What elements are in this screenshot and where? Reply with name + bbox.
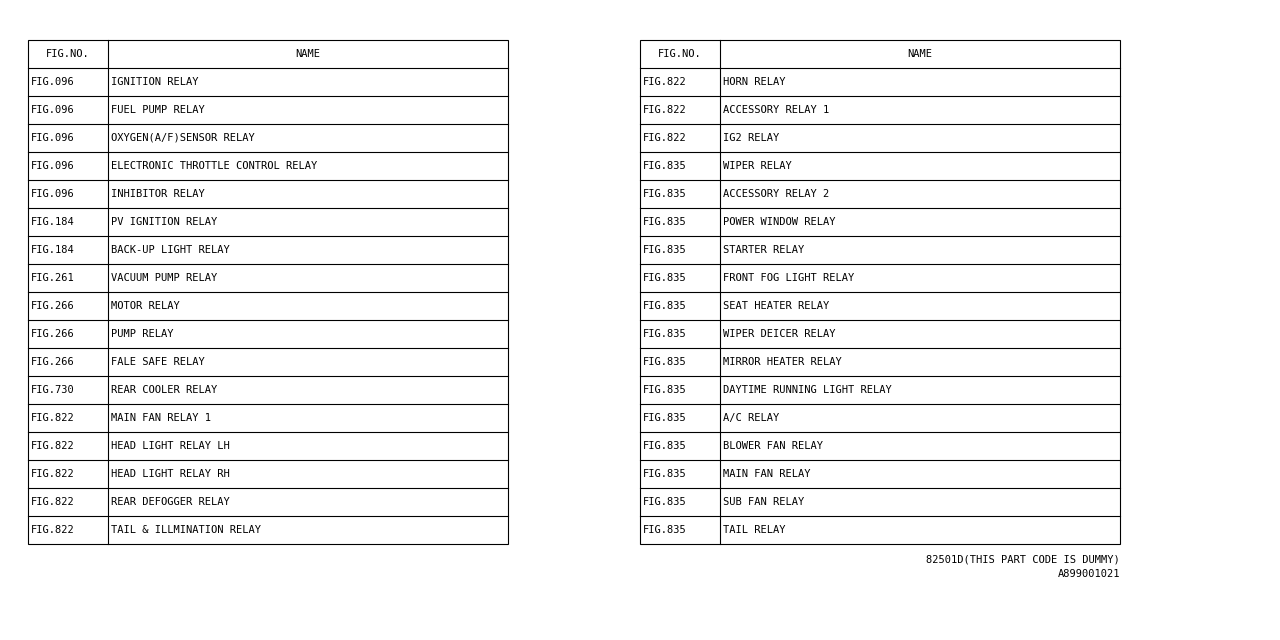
Text: FIG.266: FIG.266 xyxy=(31,357,74,367)
Text: MIRROR HEATER RELAY: MIRROR HEATER RELAY xyxy=(723,357,842,367)
Text: ACCESSORY RELAY 1: ACCESSORY RELAY 1 xyxy=(723,105,829,115)
Text: INHIBITOR RELAY: INHIBITOR RELAY xyxy=(111,189,205,199)
Text: REAR COOLER RELAY: REAR COOLER RELAY xyxy=(111,385,218,395)
Text: FIG.261: FIG.261 xyxy=(31,273,74,283)
Text: FIG.096: FIG.096 xyxy=(31,133,74,143)
Text: FRONT FOG LIGHT RELAY: FRONT FOG LIGHT RELAY xyxy=(723,273,854,283)
Text: FIG.835: FIG.835 xyxy=(643,357,687,367)
Text: PV IGNITION RELAY: PV IGNITION RELAY xyxy=(111,217,218,227)
Text: FIG.822: FIG.822 xyxy=(643,133,687,143)
Text: FIG.NO.: FIG.NO. xyxy=(658,49,701,59)
Text: ELECTRONIC THROTTLE CONTROL RELAY: ELECTRONIC THROTTLE CONTROL RELAY xyxy=(111,161,317,171)
Text: NAME: NAME xyxy=(296,49,320,59)
Text: FUEL PUMP RELAY: FUEL PUMP RELAY xyxy=(111,105,205,115)
Text: FIG.822: FIG.822 xyxy=(31,413,74,423)
Text: FIG.096: FIG.096 xyxy=(31,189,74,199)
Text: FIG.266: FIG.266 xyxy=(31,301,74,311)
Text: FIG.835: FIG.835 xyxy=(643,161,687,171)
Text: FIG.835: FIG.835 xyxy=(643,329,687,339)
Text: MAIN FAN RELAY 1: MAIN FAN RELAY 1 xyxy=(111,413,211,423)
Text: NAME: NAME xyxy=(908,49,933,59)
Text: FIG.184: FIG.184 xyxy=(31,245,74,255)
Text: VACUUM PUMP RELAY: VACUUM PUMP RELAY xyxy=(111,273,218,283)
Text: SEAT HEATER RELAY: SEAT HEATER RELAY xyxy=(723,301,829,311)
Text: MOTOR RELAY: MOTOR RELAY xyxy=(111,301,179,311)
Text: A899001021: A899001021 xyxy=(1057,569,1120,579)
Text: ACCESSORY RELAY 2: ACCESSORY RELAY 2 xyxy=(723,189,829,199)
Text: FIG.835: FIG.835 xyxy=(643,469,687,479)
Text: HEAD LIGHT RELAY RH: HEAD LIGHT RELAY RH xyxy=(111,469,229,479)
Text: SUB FAN RELAY: SUB FAN RELAY xyxy=(723,497,804,507)
Text: FIG.096: FIG.096 xyxy=(31,161,74,171)
Text: IGNITION RELAY: IGNITION RELAY xyxy=(111,77,198,87)
Text: FIG.NO.: FIG.NO. xyxy=(46,49,90,59)
Text: TAIL & ILLMINATION RELAY: TAIL & ILLMINATION RELAY xyxy=(111,525,261,535)
Text: DAYTIME RUNNING LIGHT RELAY: DAYTIME RUNNING LIGHT RELAY xyxy=(723,385,892,395)
Text: FIG.730: FIG.730 xyxy=(31,385,74,395)
Text: FIG.835: FIG.835 xyxy=(643,189,687,199)
Text: FIG.266: FIG.266 xyxy=(31,329,74,339)
Text: PUMP RELAY: PUMP RELAY xyxy=(111,329,174,339)
Text: FIG.835: FIG.835 xyxy=(643,217,687,227)
Bar xyxy=(640,40,1120,544)
Text: A/C RELAY: A/C RELAY xyxy=(723,413,780,423)
Bar xyxy=(28,40,508,544)
Text: FIG.835: FIG.835 xyxy=(643,441,687,451)
Text: FIG.835: FIG.835 xyxy=(643,385,687,395)
Text: FIG.096: FIG.096 xyxy=(31,77,74,87)
Text: FIG.835: FIG.835 xyxy=(643,273,687,283)
Text: FIG.822: FIG.822 xyxy=(31,469,74,479)
Text: FALE SAFE RELAY: FALE SAFE RELAY xyxy=(111,357,205,367)
Text: FIG.835: FIG.835 xyxy=(643,497,687,507)
Text: POWER WINDOW RELAY: POWER WINDOW RELAY xyxy=(723,217,836,227)
Text: IG2 RELAY: IG2 RELAY xyxy=(723,133,780,143)
Text: FIG.822: FIG.822 xyxy=(643,105,687,115)
Text: FIG.835: FIG.835 xyxy=(643,413,687,423)
Text: FIG.822: FIG.822 xyxy=(643,77,687,87)
Text: FIG.835: FIG.835 xyxy=(643,301,687,311)
Text: FIG.835: FIG.835 xyxy=(643,525,687,535)
Text: STARTER RELAY: STARTER RELAY xyxy=(723,245,804,255)
Text: FIG.184: FIG.184 xyxy=(31,217,74,227)
Text: OXYGEN(A/F)SENSOR RELAY: OXYGEN(A/F)SENSOR RELAY xyxy=(111,133,255,143)
Text: FIG.822: FIG.822 xyxy=(31,441,74,451)
Text: FIG.822: FIG.822 xyxy=(31,497,74,507)
Text: MAIN FAN RELAY: MAIN FAN RELAY xyxy=(723,469,810,479)
Text: WIPER RELAY: WIPER RELAY xyxy=(723,161,792,171)
Text: FIG.835: FIG.835 xyxy=(643,245,687,255)
Text: HEAD LIGHT RELAY LH: HEAD LIGHT RELAY LH xyxy=(111,441,229,451)
Text: WIPER DEICER RELAY: WIPER DEICER RELAY xyxy=(723,329,836,339)
Text: HORN RELAY: HORN RELAY xyxy=(723,77,786,87)
Text: REAR DEFOGGER RELAY: REAR DEFOGGER RELAY xyxy=(111,497,229,507)
Text: BACK-UP LIGHT RELAY: BACK-UP LIGHT RELAY xyxy=(111,245,229,255)
Text: BLOWER FAN RELAY: BLOWER FAN RELAY xyxy=(723,441,823,451)
Text: 82501D(THIS PART CODE IS DUMMY): 82501D(THIS PART CODE IS DUMMY) xyxy=(927,555,1120,565)
Text: FIG.096: FIG.096 xyxy=(31,105,74,115)
Text: TAIL RELAY: TAIL RELAY xyxy=(723,525,786,535)
Text: FIG.822: FIG.822 xyxy=(31,525,74,535)
